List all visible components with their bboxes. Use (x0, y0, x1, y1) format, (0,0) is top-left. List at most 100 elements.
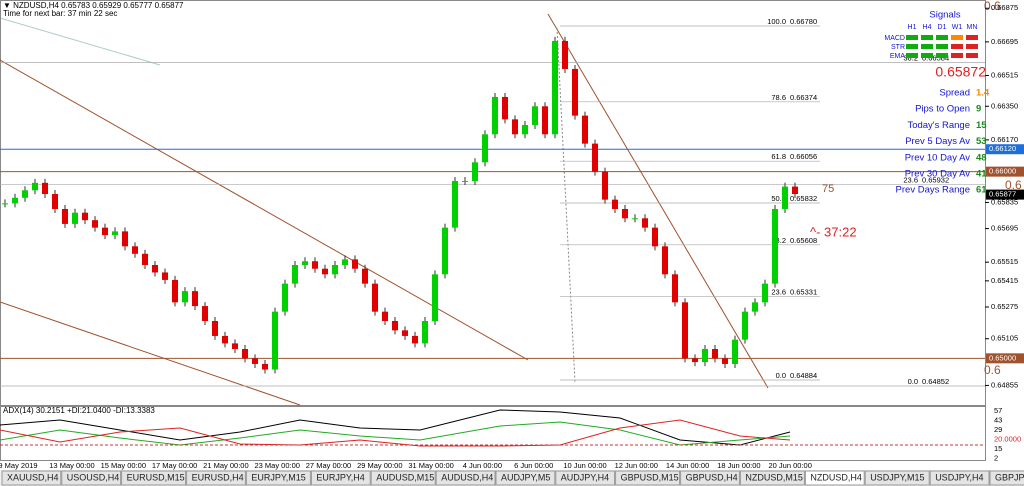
tab[interactable] (370, 470, 436, 486)
tab[interactable] (739, 470, 805, 486)
candle-body (552, 40, 558, 135)
tab[interactable] (61, 470, 122, 486)
fib-price: 0.66056 (790, 152, 817, 161)
stat-value: 41 (976, 169, 987, 180)
signal-box (966, 53, 978, 58)
signal-row: EMA (890, 53, 906, 60)
signal-box (951, 35, 963, 40)
date-label: 21 May 00:00 (203, 461, 248, 470)
candle-body (362, 268, 368, 284)
tab-label[interactable]: EURUSD,H4 (192, 472, 244, 482)
date-label: 10 Jun 00:00 (563, 461, 606, 470)
minus-di-line (0, 419, 791, 447)
date-label: 9 May 2019 (0, 461, 38, 470)
candle-body (462, 180, 468, 182)
tab[interactable] (555, 470, 616, 486)
tab-label[interactable]: USOUSD,H4 (67, 472, 120, 482)
date-label: 13 May 00:00 (49, 461, 94, 470)
tab-label[interactable]: GBPUSD,H4 (686, 472, 738, 482)
candle-body (332, 264, 338, 275)
candle-body (132, 246, 138, 254)
fib-level: 23.6 (771, 288, 786, 297)
tab[interactable] (804, 470, 865, 486)
candle-body (222, 335, 228, 344)
tab-label[interactable]: AUDUSD,H4 (441, 472, 493, 482)
fib-anchor (556, 27, 576, 383)
tab-label[interactable]: XAUUSD,H4 (7, 472, 59, 482)
tab[interactable] (1, 470, 62, 486)
chart-frame (0, 0, 986, 406)
tab[interactable] (989, 470, 1024, 486)
fib-price: 0.65331 (790, 288, 817, 297)
tab-label[interactable]: NZDUSD,H4 (810, 472, 862, 482)
tab[interactable] (929, 470, 990, 486)
tab-label[interactable]: GBPUSD,M15 (621, 472, 679, 482)
tab[interactable] (245, 470, 311, 486)
candle-body (62, 208, 68, 224)
tab-label[interactable]: USDJPY,M15 (870, 472, 924, 482)
candle-body (442, 227, 448, 275)
tab-label[interactable]: NZDUSD,M15 (745, 472, 803, 482)
candle-body (352, 259, 358, 269)
tab[interactable] (864, 470, 930, 486)
tab[interactable] (310, 470, 371, 486)
timeframe: H1 (908, 24, 917, 31)
fib-level: 0.0 (908, 377, 918, 386)
signal-box (936, 44, 948, 49)
signal-box (966, 35, 978, 40)
tab-label[interactable]: AUDJPY,H4 (561, 472, 609, 482)
tab-label[interactable]: EURJPY,M15 (251, 472, 305, 482)
tab-label[interactable]: USDJPY,H4 (935, 472, 983, 482)
tab[interactable] (615, 470, 681, 486)
stat-label: Pips to Open (915, 104, 970, 115)
fib-price: 0.64884 (790, 371, 817, 380)
tab[interactable] (495, 470, 556, 486)
fib-price: 0.66374 (790, 93, 817, 102)
tab-label[interactable]: EURJPY,H4 (316, 472, 364, 482)
date-label: 23 May 00:00 (254, 461, 299, 470)
stat-label: Spread (939, 88, 970, 99)
axis-label: 0.66875 (991, 3, 1018, 12)
countdown: ^- 37:22 (810, 224, 857, 239)
candle-body (562, 40, 568, 69)
candle-body (142, 253, 148, 265)
candle-body (662, 246, 668, 275)
candle-body (52, 194, 58, 209)
timeframe: MN (967, 24, 978, 31)
candle-body (582, 115, 588, 144)
tab[interactable] (680, 470, 740, 486)
axis-label: 0.65105 (991, 334, 1018, 343)
candle-body (382, 311, 388, 321)
tab[interactable] (121, 470, 187, 486)
candle-body (672, 274, 678, 303)
candle-body (432, 274, 438, 321)
stat-label: Prev 30 Day Av (905, 169, 971, 180)
candle-body (292, 264, 298, 284)
candle-body (752, 302, 758, 312)
indicator-axis-label: 20.0000 (994, 434, 1021, 443)
axis-label: 0.65275 (991, 302, 1018, 311)
trend-line (0, 59, 529, 361)
candle-body (242, 349, 248, 359)
tab-label[interactable]: GBPJPY,M15 (995, 472, 1024, 482)
tab-label[interactable]: AUDUSD,M15 (376, 472, 434, 482)
candle-body (772, 208, 778, 284)
candle-body (42, 182, 48, 195)
price-marker-label: 0.65877 (989, 190, 1016, 199)
candle-body (152, 264, 158, 273)
date-label: 18 Jun 00:00 (717, 461, 760, 470)
signals-panel: Signals H1 H4 D1 W1 MN MACD STR EMA 0.65872 Spread… (884, 10, 990, 196)
date-label: 27 May 00:00 (306, 461, 351, 470)
stat-label: Prev 5 Days Av (905, 136, 970, 147)
tab-label[interactable]: AUDJPY,M5 (501, 472, 550, 482)
tab[interactable] (435, 470, 496, 486)
date-label: 20 Jun 00:00 (769, 461, 812, 470)
date-label: 14 Jun 00:00 (666, 461, 709, 470)
candle-body (122, 231, 128, 247)
candle-body (472, 162, 478, 181)
tab-label[interactable]: EURUSD,M15 (127, 472, 185, 482)
candle-body (272, 311, 278, 370)
tab[interactable] (186, 470, 246, 486)
symbol-line: ▼ NZDUSD,H4 0.65783 0.65929 0.65777 0.65… (3, 1, 184, 10)
candle-body (182, 291, 188, 303)
